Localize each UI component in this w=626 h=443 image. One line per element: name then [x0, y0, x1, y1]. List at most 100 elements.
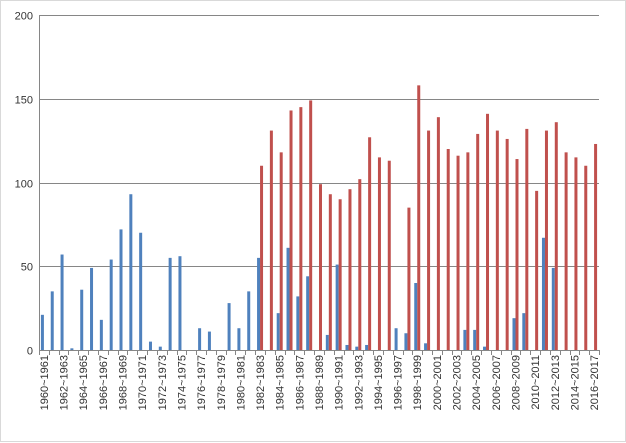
x-tick-label: 1996~1997 [393, 355, 405, 410]
bar [289, 110, 293, 350]
bar [476, 133, 480, 350]
bar [407, 207, 411, 350]
bar [90, 267, 94, 350]
bar [522, 313, 526, 350]
bar [276, 313, 280, 350]
bar [309, 100, 313, 350]
bar [60, 254, 64, 350]
bar [574, 157, 578, 350]
bar [404, 333, 408, 350]
bar [348, 189, 352, 350]
bar [269, 130, 273, 350]
bar [296, 296, 300, 350]
x-tick-label: 2014~2015 [569, 355, 581, 410]
bar [515, 159, 519, 350]
x-tick-label: 1960~1961 [39, 355, 51, 410]
bar [427, 130, 431, 350]
bar [387, 160, 391, 350]
bar [325, 334, 329, 350]
bar [486, 113, 490, 350]
bar [148, 341, 152, 350]
x-tick-label: 1974~1975 [176, 355, 188, 410]
bar [358, 179, 362, 350]
bar [463, 329, 467, 350]
x-tick-label: 2016~2017 [589, 355, 601, 410]
bar [207, 331, 211, 350]
bar [260, 165, 264, 350]
bar [377, 157, 381, 350]
bar [512, 318, 516, 350]
bar [505, 138, 509, 350]
x-tick-labels: 1960~1961 1962~1963 1964~1965 1966~1967 1968… [39, 355, 601, 410]
bar [299, 107, 303, 350]
x-tick-label: 1962~1963 [59, 355, 71, 410]
x-tick-label: 2004~2005 [471, 355, 483, 410]
bar [483, 346, 487, 350]
x-tick-label: 1986~1987 [294, 355, 306, 410]
x-tick-label: 1998~1999 [412, 355, 424, 410]
bar [50, 291, 54, 350]
bar [168, 257, 172, 350]
x-tick-label: 1980~1981 [235, 355, 247, 410]
bar [178, 256, 182, 350]
bar [99, 319, 103, 350]
bar [40, 314, 44, 350]
x-tick-label: 1984~1985 [275, 355, 287, 410]
x-tick-label: 1976~1977 [196, 355, 208, 410]
bar [345, 344, 349, 350]
bar [544, 130, 548, 350]
bar [541, 237, 545, 350]
y-tick-label: 150 [15, 95, 33, 107]
bar [158, 346, 162, 350]
bar [279, 152, 283, 350]
x-tick-label: 1992~1993 [353, 355, 365, 410]
x-tick-label: 2002~2003 [452, 355, 464, 410]
bar [446, 149, 450, 350]
x-tick-label: 1978~1979 [216, 355, 228, 410]
bar [109, 259, 113, 350]
bar [473, 329, 477, 350]
bar [306, 276, 310, 350]
x-tick-label: 1972~1973 [157, 355, 169, 410]
x-tick-label: 1982~1983 [255, 355, 267, 410]
bar [466, 152, 470, 350]
bar [257, 257, 261, 350]
x-tick-label: 1968~1969 [118, 355, 130, 410]
bar [198, 328, 202, 350]
x-tick-label: 2000~2001 [432, 355, 444, 410]
bar [456, 155, 460, 350]
bar [424, 343, 428, 350]
bar [286, 247, 290, 350]
bar [335, 264, 339, 350]
bar [554, 122, 558, 350]
bar [368, 137, 372, 350]
bar [338, 199, 342, 350]
x-tick-label: 1994~1995 [373, 355, 385, 410]
bar [139, 232, 143, 350]
bar [237, 328, 241, 350]
bar [328, 194, 332, 350]
bar [70, 348, 74, 350]
x-tick-label: 2012~2013 [550, 355, 562, 410]
bar [525, 128, 529, 350]
x-tick-label: 1970~1971 [137, 355, 149, 410]
bar [247, 291, 251, 350]
bar [495, 130, 499, 350]
x-tick-label: 2006~2007 [491, 355, 503, 410]
y-tick-labels: 0 50 100 150 200 [15, 11, 33, 358]
bar [119, 229, 123, 350]
bar [129, 194, 133, 350]
bar [394, 328, 398, 350]
x-tick-label: 2008~2009 [510, 355, 522, 410]
bar [414, 283, 418, 350]
bar [80, 289, 84, 350]
bar [365, 344, 369, 350]
bar [551, 267, 555, 350]
y-tick-label: 0 [27, 346, 33, 358]
bar [535, 190, 539, 350]
y-tick-label: 100 [15, 179, 33, 191]
bar [227, 303, 231, 350]
y-tick-label: 200 [15, 11, 33, 23]
x-tick-label: 1966~1967 [98, 355, 110, 410]
